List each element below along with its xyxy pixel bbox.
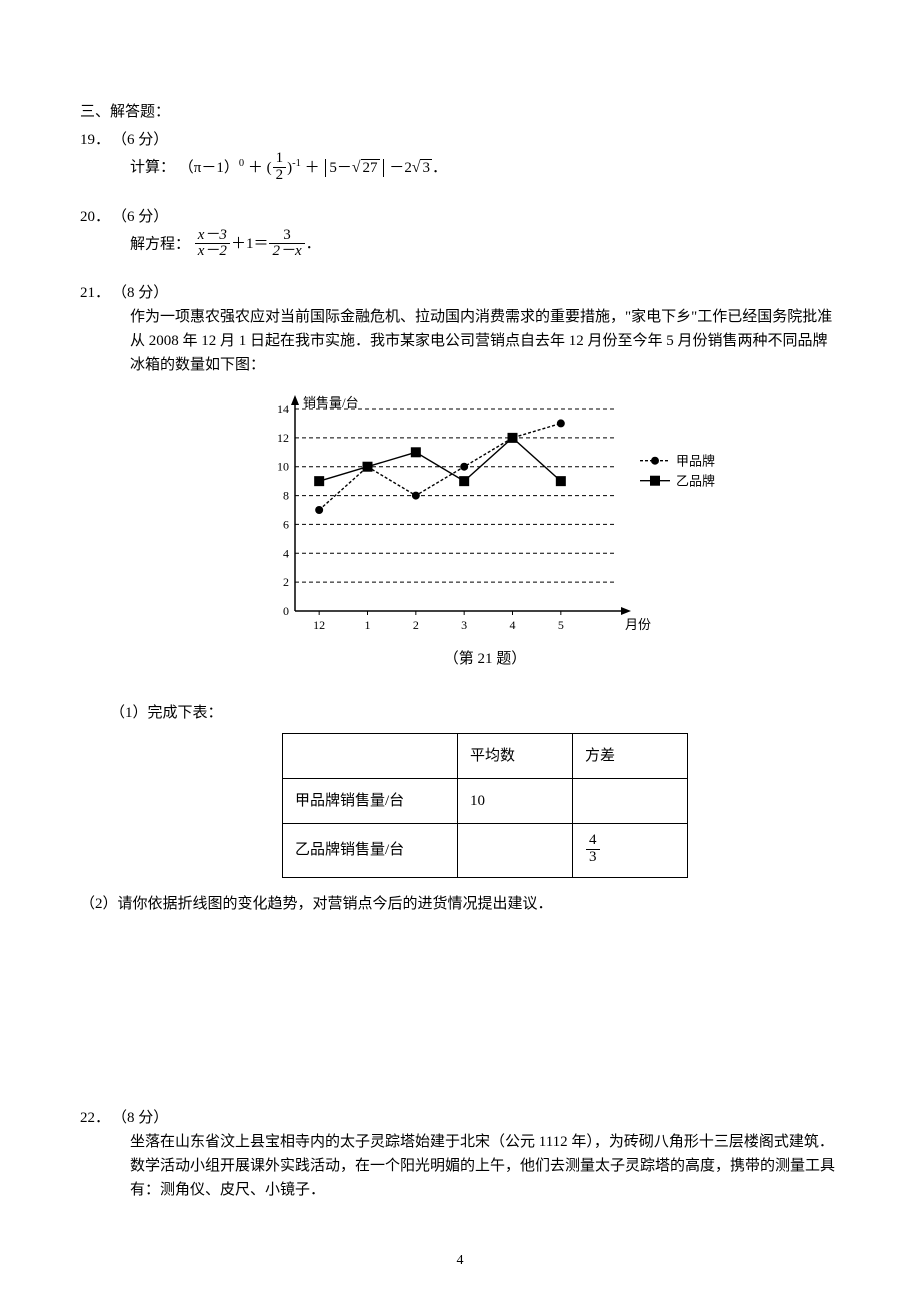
table-row: 乙品牌销售量/台 43 (283, 824, 688, 878)
row-variance (573, 779, 688, 824)
question-19: 19．（6 分） 计算： （π－1）0 ＋ (12)-1 ＋ 5－27 －23． (80, 128, 840, 185)
q19-tail: ． (432, 160, 447, 176)
svg-text:14: 14 (277, 402, 289, 416)
q20-eq: x－3x－2＋1＝32－x． (194, 236, 321, 252)
row-label: 乙品牌销售量/台 (283, 824, 458, 878)
q21-points: （8 分） (112, 285, 168, 301)
q20-rhs-den: 2－x (269, 244, 304, 260)
q19-lead: 计算： (130, 160, 175, 176)
q22-points: （8 分） (112, 1110, 168, 1126)
q19-frac-exp: -1 (292, 158, 301, 169)
q20-lead: 解方程： (130, 236, 190, 252)
svg-text:12: 12 (277, 431, 289, 445)
q19-sqrt3: 3 (412, 155, 432, 180)
svg-text:2: 2 (413, 618, 419, 632)
q19-abs-left: 5－ (329, 160, 352, 176)
q20-lhs-num: x－3 (195, 228, 230, 245)
q21-sub2: （2）请你依据折线图的变化趋势，对营销点今后的进货情况提出建议． (80, 892, 840, 916)
q20-rhs-num: 3 (269, 228, 304, 245)
q19-abs: 5－ 27 (325, 159, 383, 177)
svg-text:甲品牌: 甲品牌 (676, 454, 715, 469)
q20-number: 20． (80, 205, 112, 229)
q22-para: 坐落在山东省汶上县宝相寺内的太子灵踪塔始建于北宋（公元 1112 年），为砖砌八… (130, 1130, 840, 1202)
row-label: 甲品牌销售量/台 (283, 779, 458, 824)
svg-text:8: 8 (283, 489, 289, 503)
table-row: 甲品牌销售量/台10 (283, 779, 688, 824)
row-mean (458, 824, 573, 878)
q20-lhs-frac: x－3x－2 (195, 228, 230, 261)
svg-text:销售量/台: 销售量/台 (303, 395, 359, 410)
svg-text:乙品牌: 乙品牌 (676, 474, 715, 489)
q19-plus2: ＋ (305, 160, 320, 176)
svg-text:5: 5 (558, 618, 564, 632)
page-number: 4 (0, 1250, 920, 1272)
svg-text:6: 6 (283, 517, 289, 531)
q19-number: 19． (80, 128, 112, 152)
q21-sub1-label: （1）完成下表： (80, 701, 840, 725)
svg-text:2: 2 (283, 575, 289, 589)
section-heading: 三、解答题： (80, 100, 840, 124)
q20-lhs-den: x－2 (195, 244, 230, 260)
q19-minus: － (389, 160, 404, 176)
question-22: 22．（8 分） 坐落在山东省汶上县宝相寺内的太子灵踪塔始建于北宋（公元 111… (80, 1106, 840, 1202)
svg-text:1: 1 (365, 618, 371, 632)
question-21: 21．（8 分） 作为一项惠农强农应对当前国际金融危机、拉动国内消费需求的重要措… (80, 281, 840, 916)
q21-number: 21． (80, 281, 112, 305)
q21-table-header-cell: 平均数 (458, 734, 573, 779)
svg-text:4: 4 (510, 618, 516, 632)
row-variance: 43 (573, 824, 688, 878)
svg-text:12: 12 (313, 618, 325, 632)
svg-text:10: 10 (277, 460, 289, 474)
q19-base1: （π－1） (179, 160, 239, 176)
q19-frac-den: 2 (273, 168, 287, 184)
q20-points: （6 分） (112, 209, 168, 225)
q19-expr: （π－1）0 ＋ (12)-1 ＋ 5－27 －23． (179, 160, 447, 176)
q19-sqrt27: 27 (352, 155, 380, 180)
q19-plus1: ＋ (248, 160, 263, 176)
row-mean: 10 (458, 779, 573, 824)
q21-table-header-cell (283, 734, 458, 779)
svg-text:4: 4 (283, 546, 289, 560)
q19-frac: 12 (273, 151, 287, 184)
svg-text:月份: 月份 (625, 617, 651, 632)
q19-points: （6 分） (112, 132, 168, 148)
q21-chart-caption: （第 21 题） (130, 647, 840, 671)
q21-table-header-cell: 方差 (573, 734, 688, 779)
svg-text:3: 3 (461, 618, 467, 632)
q20-tail: ． (306, 236, 321, 252)
q20-mid: ＋1＝ (231, 236, 269, 252)
q21-chart: 24681012140销售量/台月份1212345甲品牌乙品牌 (255, 391, 715, 641)
svg-text:0: 0 (283, 604, 289, 618)
question-20: 20．（6 分） 解方程： x－3x－2＋1＝32－x． (80, 205, 840, 262)
q19-exp1: 0 (239, 158, 244, 169)
q19-rad3: 3 (420, 159, 432, 176)
q20-rhs-frac: 32－x (269, 228, 304, 261)
q21-table: 平均数方差甲品牌销售量/台10乙品牌销售量/台43 (282, 733, 688, 878)
q21-para: 作为一项惠农强农应对当前国际金融危机、拉动国内消费需求的重要措施，"家电下乡"工… (130, 305, 840, 377)
q19-rad27: 27 (361, 159, 380, 176)
q19-frac-num: 1 (273, 151, 287, 168)
q19-coef: 2 (404, 160, 412, 176)
q22-number: 22． (80, 1106, 112, 1130)
